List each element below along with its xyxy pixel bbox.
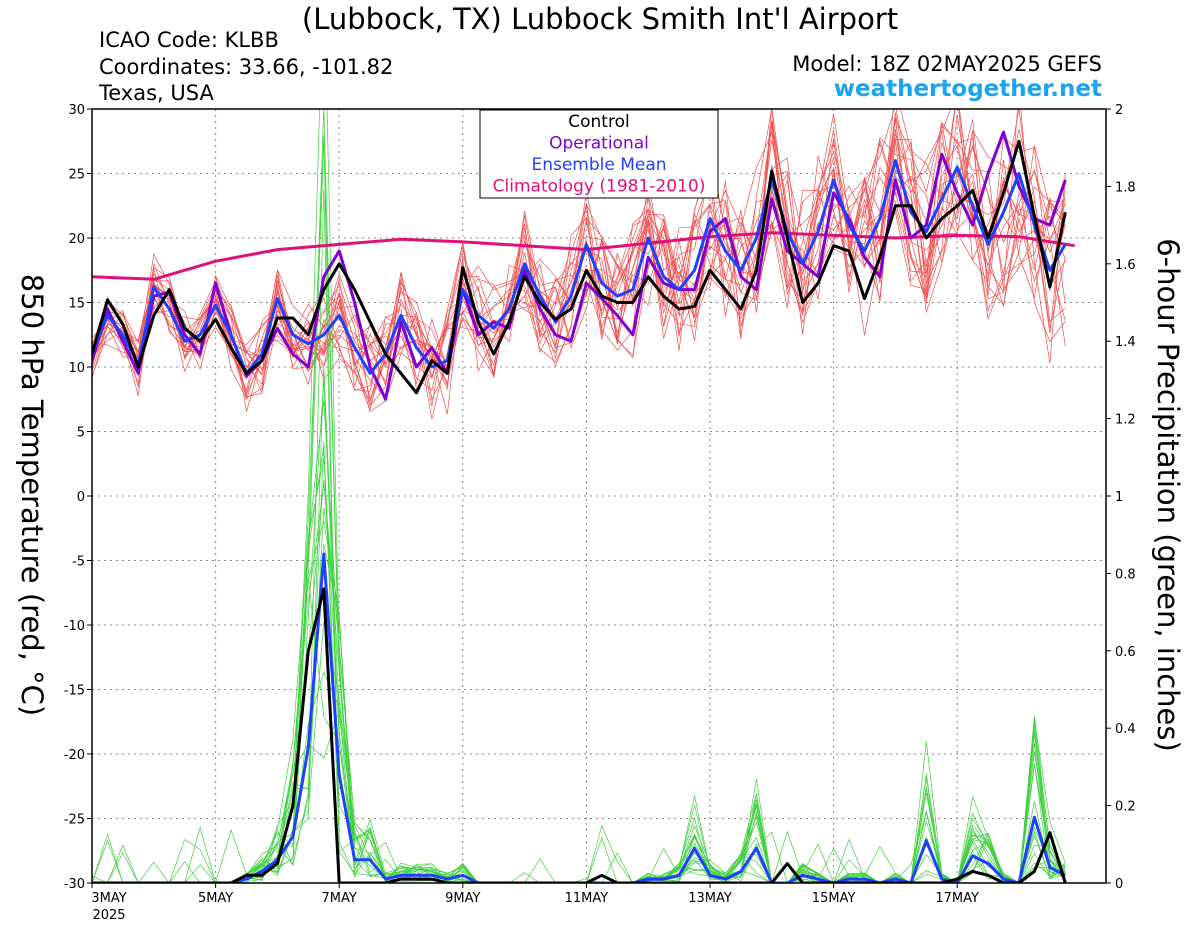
x-tick-label: 7MAY	[322, 891, 357, 906]
y2-tick-label: 0	[1115, 877, 1123, 892]
ensemble-member-temp-line	[92, 109, 1066, 400]
x-tick-label: 5MAY	[198, 891, 233, 906]
y2-tick-label: 1.4	[1115, 335, 1136, 350]
ensemble-member-precip-line	[92, 577, 1066, 883]
ensemble-member-temp-line	[92, 119, 1066, 377]
y-tick-label: -25	[64, 813, 85, 828]
y2-tick-label: 1	[1115, 490, 1123, 505]
y2-tick-label: 0.4	[1115, 722, 1136, 737]
ensemble-member-precip-line	[92, 400, 1066, 883]
x-tick-label: 11MAY	[565, 891, 609, 906]
legend-box	[479, 109, 719, 199]
y2-tick-label: 2	[1115, 103, 1123, 118]
x-tick-label: 17MAY	[935, 891, 979, 906]
x-tick-label: 3MAY	[91, 891, 126, 906]
ensemble-member-precip-line	[92, 109, 1066, 883]
ensemble-member-precip-line	[92, 444, 1066, 883]
y-tick-label: -5	[72, 555, 85, 570]
control-precip-line	[92, 587, 1067, 883]
x-tick-label: 15MAY	[812, 891, 856, 906]
ensemble-member-temp-line	[92, 151, 1066, 413]
ensemble-member-temp-line	[92, 109, 1066, 403]
icao-code: ICAO Code: KLBB	[99, 28, 279, 52]
x-tick-sublabel: 2025	[92, 908, 125, 923]
y-tick-label: 10	[68, 361, 85, 376]
legend-entry: Ensemble Mean	[531, 155, 666, 175]
mean-temp-line	[92, 159, 1067, 375]
y2-tick-label: 0.2	[1115, 800, 1136, 815]
ensemble-member-precip-line	[92, 379, 1066, 883]
x-tick-label: 13MAY	[688, 891, 732, 906]
y-tick-label: 0	[77, 490, 85, 505]
plot-area	[92, 109, 1075, 883]
y-tick-label: 30	[68, 103, 85, 118]
y-tick-label: -10	[64, 619, 85, 634]
y2-tick-label: 0.8	[1115, 567, 1136, 582]
ensemble-member-precip-line	[92, 671, 1066, 883]
y-tick-label: -15	[64, 684, 85, 699]
legend-entry: Operational	[549, 134, 649, 154]
x-tick-label: 9MAY	[445, 891, 480, 906]
ensemble-member-temp-line	[92, 109, 1066, 407]
region: Texas, USA	[99, 81, 214, 105]
y-tick-label: -30	[64, 877, 85, 892]
ensemble-member-precip-line	[92, 441, 1066, 883]
y2-tick-label: 1.2	[1115, 413, 1136, 428]
ensemble-member-precip-line	[92, 458, 1066, 883]
legend-entry: Control	[568, 112, 629, 132]
y-tick-label: 5	[77, 426, 85, 441]
model-run: Model: 18Z 02MAY2025 GEFS	[792, 52, 1102, 76]
plot-frame	[91, 108, 1107, 884]
y-tick-label: 20	[68, 232, 85, 247]
control-temp-line	[92, 139, 1067, 395]
y2-tick-label: 1.8	[1115, 180, 1136, 195]
page-title: (Lubbock, TX) Lubbock Smith Int'l Airpor…	[301, 2, 899, 36]
y2-tick-label: 0.6	[1115, 645, 1136, 660]
y-tick-label: 15	[68, 297, 85, 312]
site-name[interactable]: weathertogether.net	[833, 76, 1102, 102]
coordinates: Coordinates: 33.66, -101.82	[99, 55, 394, 79]
legend-entry: Climatology (1981-2010)	[493, 177, 706, 197]
y-tick-label: 25	[68, 168, 85, 183]
y2-tick-label: 1.6	[1115, 258, 1136, 273]
y-tick-label: -20	[64, 748, 85, 763]
